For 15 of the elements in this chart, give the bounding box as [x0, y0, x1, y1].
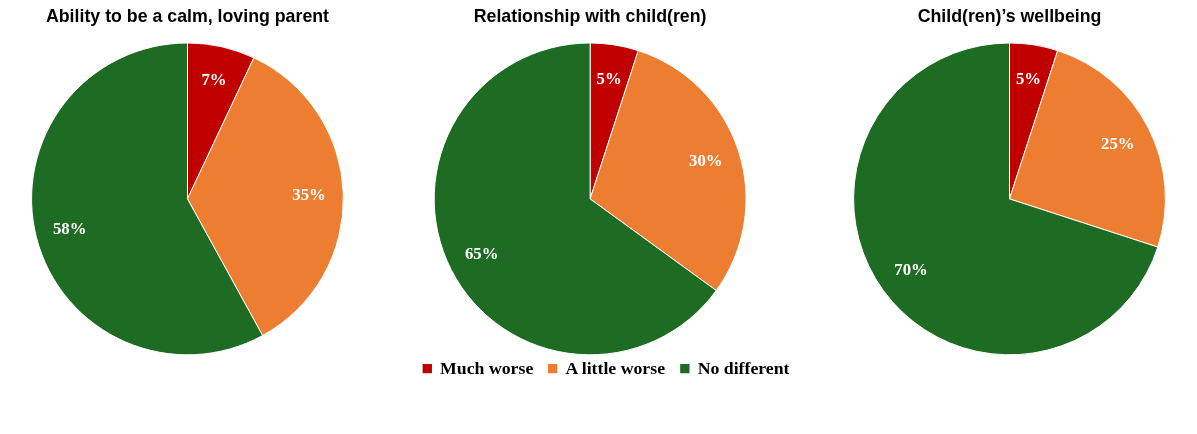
chart-title: Child(ren)’s wellbeing	[917, 6, 1102, 27]
chart-title: Ability to be a calm, loving parent	[45, 6, 330, 27]
data-label: 5%	[596, 68, 622, 88]
data-label: 5%	[1015, 68, 1042, 88]
legend-label: A little worse	[565, 357, 666, 378]
chart-title: Relationship with child(ren)	[473, 6, 707, 27]
data-label: 35%	[292, 185, 326, 205]
data-label: 65%	[464, 244, 499, 264]
legend-label: No different	[697, 357, 790, 378]
data-label: 30%	[689, 151, 723, 171]
data-label: 58%	[52, 219, 87, 239]
data-label: 25%	[1101, 133, 1135, 153]
data-label: 7%	[201, 70, 227, 90]
data-label: 70%	[894, 260, 928, 280]
legend-label: Much worse	[440, 357, 534, 378]
